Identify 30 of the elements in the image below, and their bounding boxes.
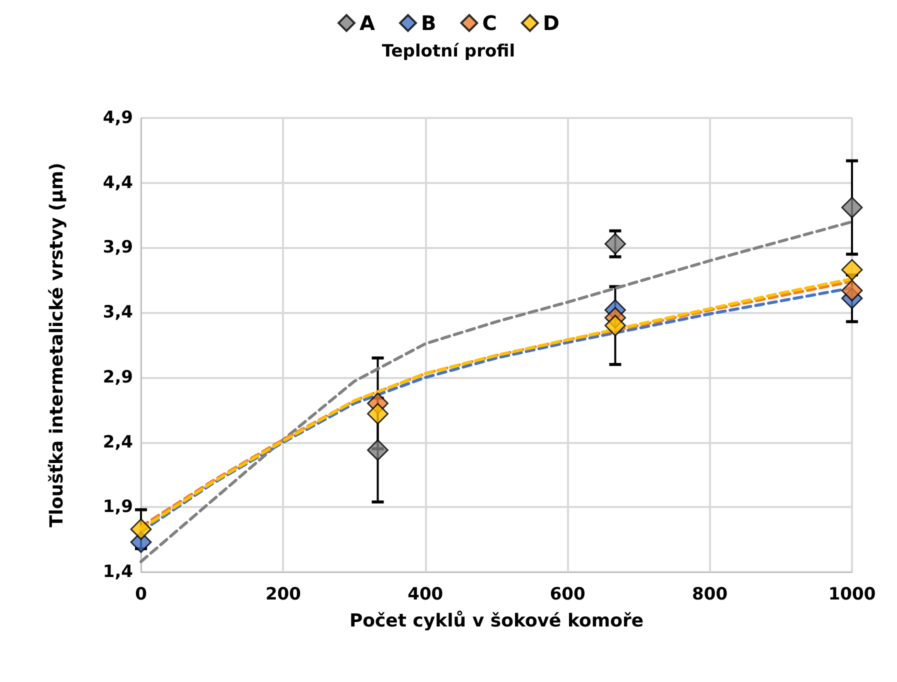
point <box>367 439 389 461</box>
chart-title: Teplotní profil <box>382 42 516 62</box>
y-tick-label: 4,9 <box>102 108 133 128</box>
point <box>367 403 389 424</box>
line-series <box>140 220 854 564</box>
y-tick-label: 3,4 <box>102 302 134 323</box>
legend-label: B <box>420 11 436 35</box>
x-tick-label: 600 <box>550 584 586 604</box>
x-tick-label: 1000 <box>828 584 876 604</box>
point <box>841 280 863 302</box>
x-tick-label: 0 <box>135 584 148 604</box>
legend-label: C <box>482 11 497 35</box>
y-tick-label: 2,4 <box>102 432 134 452</box>
x-tick-label: 800 <box>692 584 728 604</box>
point <box>841 259 863 281</box>
legend-label: A <box>360 11 376 35</box>
y-tick-label: 3,9 <box>102 238 133 258</box>
legend-label: D <box>542 11 560 35</box>
y-tick-label: 1,4 <box>102 562 134 582</box>
point <box>841 196 863 218</box>
y-tick-label: 2,9 <box>102 367 133 388</box>
y-tick-label: 4,4 <box>102 172 134 193</box>
y-axis-title: Tloušťka intermetalické vrstvy (µm) <box>46 162 68 528</box>
point <box>130 518 152 540</box>
point <box>604 314 626 336</box>
x-axis-title: Počet cyklů v šokové komoře <box>349 610 644 632</box>
point <box>604 233 626 255</box>
x-tick-label: 200 <box>265 584 302 604</box>
x-tick-label: 400 <box>408 584 444 604</box>
y-tick-label: 1,9 <box>102 497 133 518</box>
